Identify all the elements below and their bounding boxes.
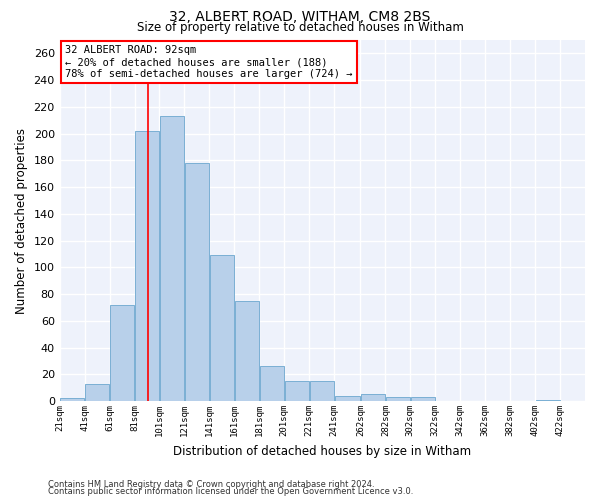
Bar: [85, 384, 109, 401]
Bar: [210, 256, 234, 401]
X-axis label: Distribution of detached houses by size in Witham: Distribution of detached houses by size …: [173, 444, 472, 458]
Bar: [411, 397, 435, 401]
Text: 32 ALBERT ROAD: 92sqm
← 20% of detached houses are smaller (188)
78% of semi-det: 32 ALBERT ROAD: 92sqm ← 20% of detached …: [65, 46, 352, 78]
Text: Contains public sector information licensed under the Open Government Licence v3: Contains public sector information licen…: [48, 487, 413, 496]
Y-axis label: Number of detached properties: Number of detached properties: [15, 128, 28, 314]
Text: Size of property relative to detached houses in Witham: Size of property relative to detached ho…: [137, 21, 463, 34]
Text: 32, ALBERT ROAD, WITHAM, CM8 2BS: 32, ALBERT ROAD, WITHAM, CM8 2BS: [169, 10, 431, 24]
Bar: [160, 116, 184, 401]
Bar: [185, 163, 209, 401]
Bar: [135, 131, 159, 401]
Bar: [335, 396, 360, 401]
Bar: [386, 397, 410, 401]
Bar: [361, 394, 385, 401]
Bar: [536, 400, 560, 401]
Bar: [310, 381, 334, 401]
Bar: [60, 398, 84, 401]
Bar: [235, 301, 259, 401]
Text: Contains HM Land Registry data © Crown copyright and database right 2024.: Contains HM Land Registry data © Crown c…: [48, 480, 374, 489]
Bar: [285, 381, 309, 401]
Bar: [110, 305, 134, 401]
Bar: [260, 366, 284, 401]
